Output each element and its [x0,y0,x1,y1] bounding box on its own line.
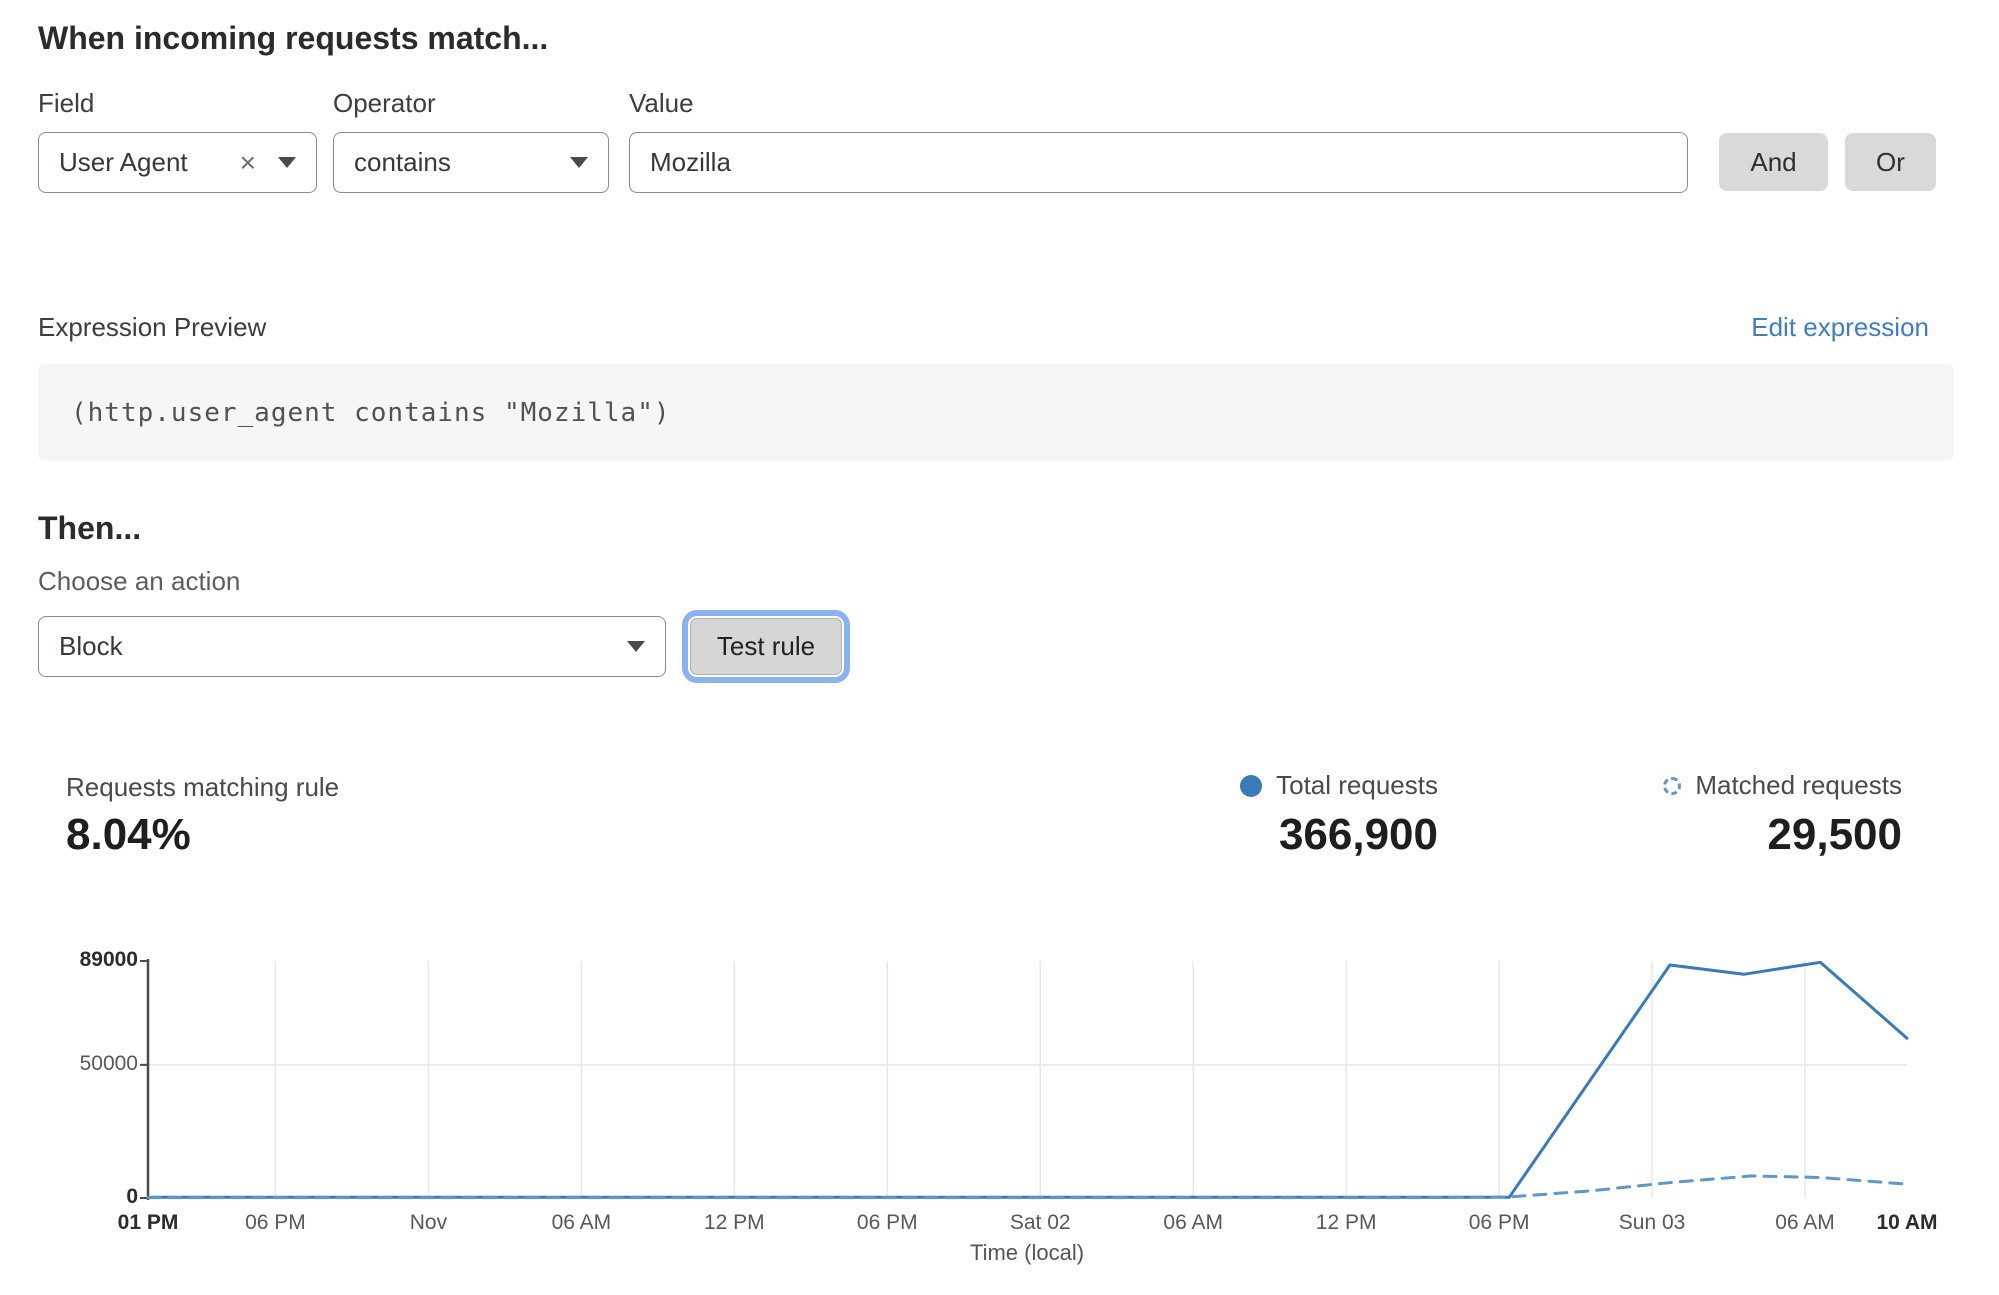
field-select[interactable]: User Agent × [38,132,317,193]
value-label: Value [629,88,694,118]
clear-field-icon[interactable]: × [239,146,256,178]
and-button[interactable]: And [1719,133,1828,191]
expression-code: (http.user_agent contains "Mozilla") [71,397,671,428]
matched-requests-value: 29,500 [1767,810,1902,859]
y-axis-tick-label: 0 [126,1185,138,1208]
x-axis-tick-label: 06 PM [1468,1211,1530,1234]
expression-preview-box: (http.user_agent contains "Mozilla") [38,364,1954,461]
x-axis-tick-label: 06 PM [245,1211,306,1234]
matched-requests-label: Matched requests [1695,770,1902,800]
x-axis-tick-label: 06 AM [1163,1211,1223,1234]
total-requests-dot-icon [1240,774,1263,797]
chevron-down-icon [627,641,645,652]
x-axis-tick-label: 12 PM [703,1211,765,1234]
total-requests-value: 366,900 [1278,810,1438,859]
match-stat-value: 8.04% [66,810,191,859]
chevron-down-icon [278,157,296,168]
x-axis-tick-label: 06 AM [551,1211,612,1234]
or-button[interactable]: Or [1845,133,1936,191]
operator-select[interactable]: contains [333,132,609,193]
page-title: When incoming requests match... [38,20,549,56]
match-stat-label: Requests matching rule [66,772,340,802]
field-select-value: User Agent [59,147,188,177]
action-select[interactable]: Block [38,616,666,677]
x-axis-tick-label: Sun 03 [1618,1211,1686,1234]
operator-select-value: contains [354,147,451,177]
chevron-down-icon [570,157,588,168]
value-input[interactable] [629,132,1688,193]
x-axis-tick-label: 12 PM [1315,1211,1377,1234]
x-axis-tick-label: Nov [409,1211,448,1234]
operator-label: Operator [333,88,436,118]
y-axis-tick-label: 50000 [79,1051,138,1075]
field-label: Field [38,88,95,118]
x-axis-title: Time (local) [969,1240,1085,1265]
matched-requests-legend: Matched requests [1663,770,1902,801]
expression-preview-label: Expression Preview [38,312,267,342]
x-axis-tick-label: 06 PM [856,1211,918,1234]
x-axis-tick-label: 10 AM [1876,1211,1938,1234]
y-axis-tick-label: 89000 [79,948,138,971]
total-requests-legend: Total requests [1240,770,1438,801]
x-axis-tick-label: 06 AM [1775,1211,1835,1234]
matched-requests-dashed-circle-icon [1663,776,1682,795]
edit-expression-link[interactable]: Edit expression [1751,312,1929,342]
matched-requests-line [146,1174,1909,1200]
total-requests-label: Total requests [1276,770,1438,800]
choose-action-label: Choose an action [38,566,241,596]
then-heading: Then... [38,510,142,546]
total-requests-line [146,960,1909,1199]
action-select-value: Block [59,631,123,661]
x-axis-tick-label: Sat 02 [1009,1211,1071,1234]
test-rule-button[interactable]: Test rule [690,618,842,675]
x-axis-tick-label: 01 PM [117,1211,179,1234]
